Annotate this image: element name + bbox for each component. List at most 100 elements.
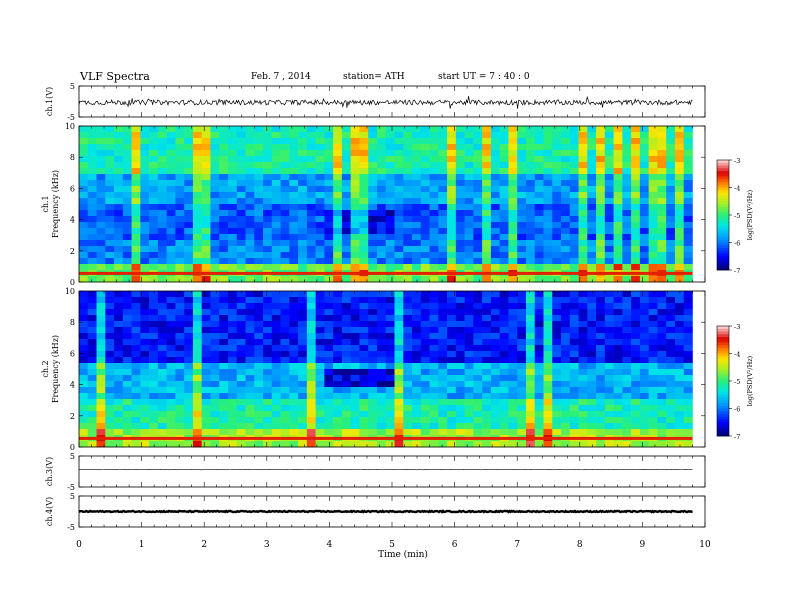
spectrogram-cell (210, 138, 220, 145)
spectrogram-cell (447, 381, 457, 388)
spectrogram-cell (648, 168, 658, 175)
spectrogram-cell (412, 126, 422, 133)
spectrogram-cell (263, 180, 273, 187)
spectrogram-cell (210, 162, 220, 169)
spectrogram-cell (271, 192, 281, 199)
colorbar-cell (717, 204, 729, 208)
spectrogram-cell (385, 381, 395, 388)
spectrogram-cell (184, 132, 194, 139)
spectrogram-cell (315, 192, 325, 199)
spectrogram-cell (350, 375, 360, 382)
spectrogram-cell (683, 180, 693, 187)
spectrogram-cell (534, 297, 544, 304)
spectrogram-cell (289, 327, 299, 334)
spectrogram-cell (604, 234, 614, 241)
spectrogram-cell (420, 162, 430, 169)
spectrogram-cell (245, 411, 255, 418)
spectrogram-cell (534, 246, 544, 253)
spectrogram-cell (482, 345, 492, 352)
spectrogram-cell (543, 228, 553, 235)
spectrogram-cell (333, 423, 343, 430)
spectrogram-cell (192, 198, 202, 205)
spectrogram-cell (578, 222, 588, 229)
spectrogram-cell (631, 411, 641, 418)
spectrogram-cell (420, 423, 430, 430)
spectrogram-cell (219, 363, 229, 370)
spectrogram-cell (79, 174, 89, 181)
spectrogram-cell (122, 252, 132, 259)
spectrogram-cell (333, 174, 343, 181)
spectrogram-cell (192, 357, 202, 364)
x-tick-label: 6 (452, 540, 458, 550)
spectrogram-cell (631, 174, 641, 181)
spectrogram-cell (499, 321, 509, 328)
spectrogram-cell (105, 345, 115, 352)
spectrogram-cell (657, 246, 667, 253)
spectrogram-cell (315, 387, 325, 394)
spectrogram-cell (289, 168, 299, 175)
spectrogram-cell (490, 258, 500, 265)
spectrogram-cell (333, 264, 343, 271)
spectrogram-cell (517, 210, 527, 217)
spectrogram-cell (341, 381, 351, 388)
spectrogram-cell (604, 369, 614, 376)
spectrogram-cell (184, 333, 194, 340)
spectrogram-cell (490, 327, 500, 334)
spectrogram-cell (429, 303, 439, 310)
spectrogram-cell (271, 156, 281, 163)
spectrogram-cell (420, 168, 430, 175)
spectrogram-cell (674, 327, 685, 334)
spectrogram-cell (394, 156, 404, 163)
spectrogram-cell (140, 315, 150, 322)
spectrogram-cell (175, 321, 185, 328)
spectrogram-cell (639, 252, 649, 259)
spectrogram-cell (552, 363, 562, 370)
spectrogram-cell (350, 411, 360, 418)
spectrogram-cell (263, 339, 273, 346)
spectrogram-cell (280, 264, 290, 271)
spectrogram-cell (613, 417, 623, 424)
spectrogram-cell (140, 174, 150, 181)
spectrogram-cell (569, 423, 579, 430)
spectrogram-cell (192, 333, 202, 340)
spectrogram-cell (473, 399, 483, 406)
spectrogram-cell (525, 363, 536, 370)
spectrogram-cell (631, 399, 641, 406)
spectrogram-cell (473, 144, 483, 151)
spectrogram-cell (596, 441, 606, 448)
spectrogram-cell (192, 276, 202, 283)
spectrogram-cell (534, 180, 544, 187)
spectrogram-cell (438, 210, 448, 217)
spectrogram-cell (175, 369, 185, 376)
spectrogram-cell (271, 429, 281, 436)
spectrogram-cell (368, 387, 378, 394)
spectrogram-cell (236, 417, 246, 424)
spectrogram-cell (280, 315, 290, 322)
spectrogram-cell (254, 264, 264, 271)
spectrogram-cell (438, 393, 448, 400)
spectrogram-cell (324, 186, 334, 193)
spectrogram-cell (596, 228, 606, 235)
spectrogram-cell (473, 150, 483, 157)
colorbar-cell (717, 215, 729, 219)
spectrogram-cell (298, 126, 308, 133)
spectrogram-cell (149, 351, 159, 358)
spectrogram-cell (324, 150, 334, 157)
spectrogram-cell (622, 399, 632, 406)
spectrogram-cell (201, 381, 211, 388)
spectrogram-cell (280, 204, 290, 211)
spectrogram-cell (219, 246, 229, 253)
spectrogram-cell (368, 399, 378, 406)
spectrogram-cell (385, 228, 395, 235)
spectrogram-cell (114, 126, 124, 133)
spectrogram-cell (473, 387, 483, 394)
spectrogram-cell (648, 234, 658, 241)
spectrogram-cell (447, 252, 457, 259)
spectrogram-cell (341, 303, 351, 310)
spectrogram-cell (263, 186, 273, 193)
spectrogram-cell (131, 126, 141, 133)
colorbar-cell (717, 408, 729, 412)
spectrogram-cell (429, 393, 439, 400)
spectrogram-cell (403, 150, 413, 157)
spectrogram-cell (447, 216, 457, 223)
